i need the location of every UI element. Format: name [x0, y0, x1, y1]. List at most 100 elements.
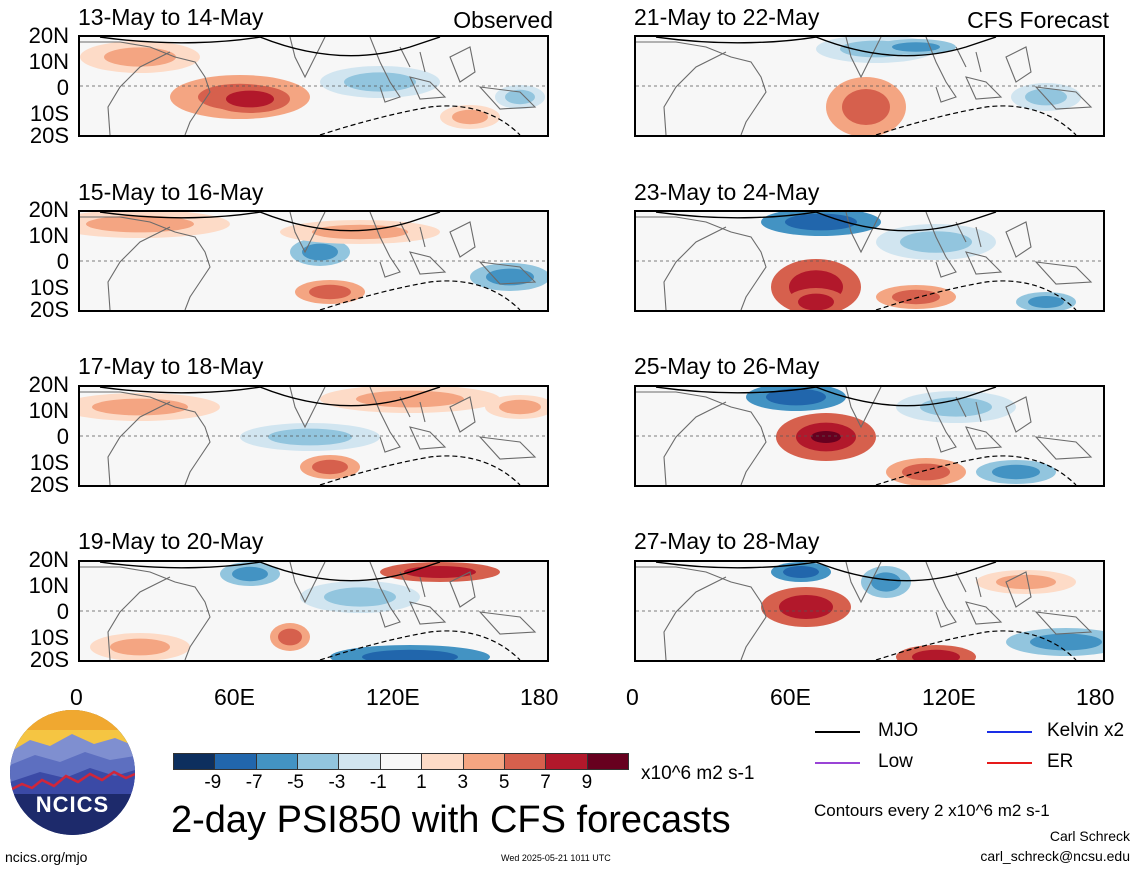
anomaly-blob [302, 243, 338, 261]
author-email[interactable]: carl_schreck@ncsu.edu [980, 848, 1130, 864]
legend-line-low [815, 762, 860, 764]
mjo-contour-positive [99, 562, 441, 582]
coastline [636, 37, 1093, 135]
colorbar-tick-label: -7 [245, 772, 263, 793]
anomaly-blob [268, 428, 352, 446]
coastline [80, 212, 537, 310]
colorbar-swatch [338, 753, 381, 770]
colorbar-swatch [297, 753, 340, 770]
anomaly-blob [785, 213, 857, 231]
anomaly-blob [992, 464, 1040, 480]
anomaly-blob [312, 459, 348, 475]
legend-label-mjo: MJO [878, 720, 919, 741]
mjo-contour-positive [655, 37, 997, 57]
mjo-contour-negative [319, 280, 521, 310]
anomaly-blob [278, 628, 302, 646]
colorbar-swatch [545, 753, 588, 770]
lat-label: 20N [28, 547, 69, 572]
anomaly-blob [309, 284, 351, 300]
anomaly-blob [110, 638, 170, 656]
colorbar-swatch [462, 753, 505, 770]
right-panel-4-title: 27-May to 28-May [634, 528, 820, 554]
coastline [636, 387, 1093, 485]
colorbar-ticks: -9 -7 -5 -3 -1 1 3 5 7 9 [173, 772, 628, 794]
anomaly-blob [104, 47, 176, 67]
right-panel-3-title: 25-May to 26-May [634, 353, 820, 379]
map-field [80, 562, 547, 660]
anomaly-blob [779, 595, 833, 619]
lon-label-left-180: 180 [520, 684, 559, 710]
left-panel-4-title: 19-May to 20-May [78, 528, 264, 554]
lon-label-left-120e: 120E [366, 684, 420, 710]
anomaly-blob [1025, 88, 1067, 106]
anomaly-blob [996, 574, 1056, 590]
anomaly-blob [324, 587, 396, 607]
left-panel-3-title: 17-May to 18-May [78, 353, 264, 379]
lat-label: 10N [28, 49, 69, 74]
anomaly-blob [798, 293, 834, 310]
lat-label: 0 [56, 424, 69, 449]
anomaly-blob [900, 231, 972, 253]
left-panel-1-title: 13-May to 14-May [78, 4, 264, 30]
anomaly-blob [902, 463, 950, 481]
anomaly-blob [892, 289, 940, 305]
lat-label: 20S [29, 297, 69, 322]
anomaly-blob [1028, 296, 1064, 308]
mjo-contour-negative [875, 280, 1077, 310]
map-field [636, 37, 1103, 135]
lat-label: 10N [28, 223, 69, 248]
colorbar-swatch [503, 753, 547, 770]
map-panel-left-2 [78, 210, 549, 312]
mjo-contour-positive [655, 212, 997, 232]
lat-label: 10N [28, 398, 69, 423]
map-panel-right-3 [634, 385, 1105, 487]
lat-label: 20S [29, 647, 69, 672]
colorbar-swatch [255, 753, 299, 770]
colorbar-tick-label: 9 [581, 772, 593, 793]
lat-label: 10S [29, 625, 69, 650]
anomaly-blob [912, 649, 960, 660]
colorbar-tick-label: 1 [416, 772, 427, 793]
lat-label: 10S [29, 275, 69, 300]
colorbar-swatch [214, 753, 257, 770]
legend-line-mjo [815, 731, 860, 733]
coastline [636, 562, 1093, 660]
map-panel-left-1 [78, 35, 549, 137]
anomaly-blob [344, 72, 416, 92]
lat-label: 20N [28, 372, 69, 397]
lat-label: 20S [29, 123, 69, 148]
contour-note: Contours every 2 x10^6 m2 s-1 [814, 801, 1050, 820]
left-panel-2-title: 15-May to 16-May [78, 179, 264, 205]
coastline [80, 387, 537, 485]
lon-label-right-60e: 60E [770, 684, 811, 710]
anomaly-blob [312, 224, 408, 240]
mjo-contour-positive [655, 562, 997, 582]
colorbar [173, 753, 629, 770]
anomaly-blob [783, 566, 819, 578]
legend-label-low: Low [878, 751, 913, 772]
legend-line-kelvin [987, 731, 1032, 733]
mjo-contour-negative [875, 455, 1077, 485]
anomaly-blob [232, 566, 268, 582]
colorbar-swatch [173, 753, 216, 770]
map-field [80, 212, 547, 310]
anomaly-blob [499, 399, 541, 415]
timestamp: Wed 2025-05-21 1011 UTC [501, 853, 611, 863]
colorbar-tick-label: 3 [457, 772, 469, 793]
website-link[interactable]: ncics.org/mjo [5, 849, 88, 865]
colorbar-tick-label: 7 [540, 772, 551, 793]
lon-label-right-120e: 120E [922, 684, 976, 710]
lon-label-left-0: 0 [70, 684, 83, 710]
colorbar-swatch [421, 753, 464, 770]
lon-label-right-0: 0 [626, 684, 639, 710]
map-field [80, 387, 547, 485]
lon-label-left-60e: 60E [214, 684, 255, 710]
colorbar-swatch [379, 753, 423, 770]
coastline [80, 562, 537, 660]
lat-label: 10S [29, 101, 69, 126]
mjo-contour-negative [319, 105, 521, 135]
map-field [636, 562, 1103, 660]
lat-label: 10N [28, 573, 69, 598]
anomaly-blob [920, 397, 992, 417]
anomaly-blob [226, 90, 274, 108]
